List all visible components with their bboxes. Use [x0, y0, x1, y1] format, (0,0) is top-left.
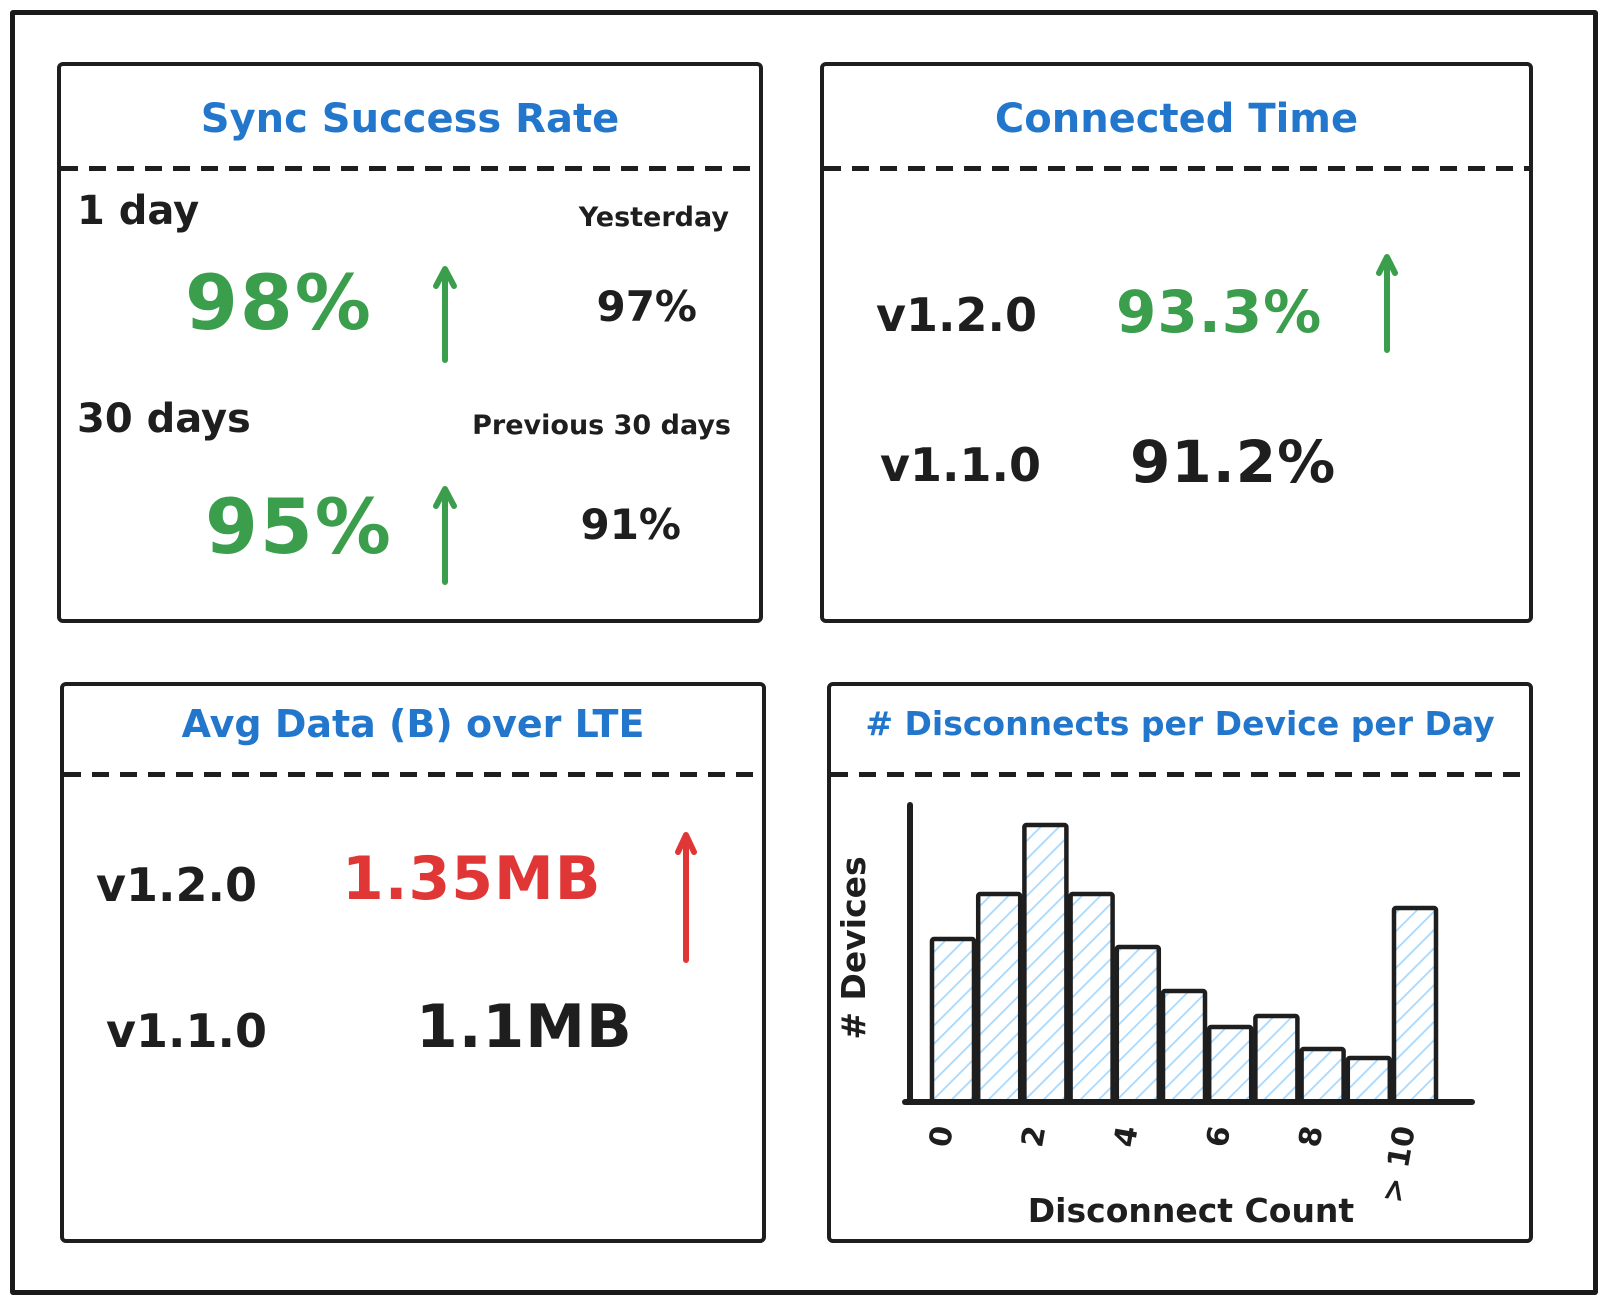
- x-tick-label: 0: [923, 1123, 961, 1150]
- y-axis-label: # Devices: [834, 856, 873, 1039]
- panel-title: # Disconnects per Device per Day: [865, 704, 1495, 743]
- stat-value: 95%: [205, 482, 393, 571]
- compare-label: Yesterday: [578, 202, 729, 233]
- bar->10: [1391, 905, 1439, 1105]
- bar-7: [1253, 1013, 1300, 1105]
- trend-up-icon: [675, 832, 697, 963]
- disconnects-chart: 0 2 4 6 8 > 10 # Devices Disconnect Count: [834, 802, 1475, 1230]
- x-tick-label: 6: [1200, 1123, 1238, 1150]
- trend-up-icon: [433, 486, 457, 585]
- dashed-divider: [61, 166, 759, 171]
- version-label: v1.2.0: [876, 288, 1037, 342]
- trend-up-icon: [1376, 254, 1398, 353]
- x-tick-label: 2: [1015, 1123, 1053, 1150]
- bar-9: [1345, 1055, 1393, 1105]
- dashed-divider: [64, 772, 762, 777]
- bar-0: [929, 936, 977, 1105]
- bars: [929, 822, 1439, 1105]
- x-tick-label: 8: [1292, 1123, 1330, 1150]
- panel-connected-time: Connected Time v1.2.0 93.3% v1.1.0 91.2%: [820, 62, 1533, 623]
- bar-1: [975, 891, 1023, 1105]
- period-label: 30 days: [77, 396, 251, 442]
- panel-avg-data-lte: Avg Data (B) over LTE v1.2.0 1.35MB v1.1…: [60, 682, 766, 1243]
- stat-value: 98%: [185, 258, 373, 347]
- panel-title: Sync Success Rate: [200, 96, 620, 142]
- panel-title: Avg Data (B) over LTE: [181, 702, 645, 746]
- compare-value: 91%: [580, 500, 681, 549]
- panel-title: Connected Time: [994, 96, 1359, 142]
- x-axis-label: Disconnect Count: [1028, 1191, 1355, 1230]
- bar-4: [1114, 944, 1162, 1105]
- version-label: v1.1.0: [880, 438, 1041, 492]
- metric-value: 1.35MB: [342, 844, 602, 914]
- panel-disconnects-histogram: # Disconnects per Device per Day 0 2 4 6 8 > …: [827, 682, 1533, 1243]
- version-label: v1.2.0: [96, 858, 257, 912]
- bar-3: [1068, 891, 1115, 1105]
- dashed-divider: [831, 772, 1529, 777]
- bar-8: [1299, 1046, 1346, 1105]
- metric-value: 93.3%: [1116, 278, 1323, 346]
- compare-label: Previous 30 days: [472, 410, 731, 441]
- panel-sync-success-rate: Sync Success Rate 1 day Yesterday 98% 97…: [57, 62, 763, 623]
- trend-up-icon: [433, 266, 457, 363]
- metric-value: 91.2%: [1130, 428, 1337, 496]
- metric-value: 1.1MB: [416, 992, 633, 1062]
- compare-value: 97%: [596, 282, 697, 331]
- bar-5: [1160, 988, 1208, 1105]
- bar-6: [1206, 1024, 1254, 1105]
- version-label: v1.1.0: [106, 1004, 267, 1058]
- dashboard-border: [10, 10, 1598, 1295]
- bar-2: [1022, 822, 1069, 1105]
- x-tick-label: 4: [1108, 1123, 1146, 1150]
- dashed-divider: [824, 166, 1529, 171]
- period-label: 1 day: [77, 188, 200, 234]
- x-tick-label: > 10: [1375, 1123, 1423, 1205]
